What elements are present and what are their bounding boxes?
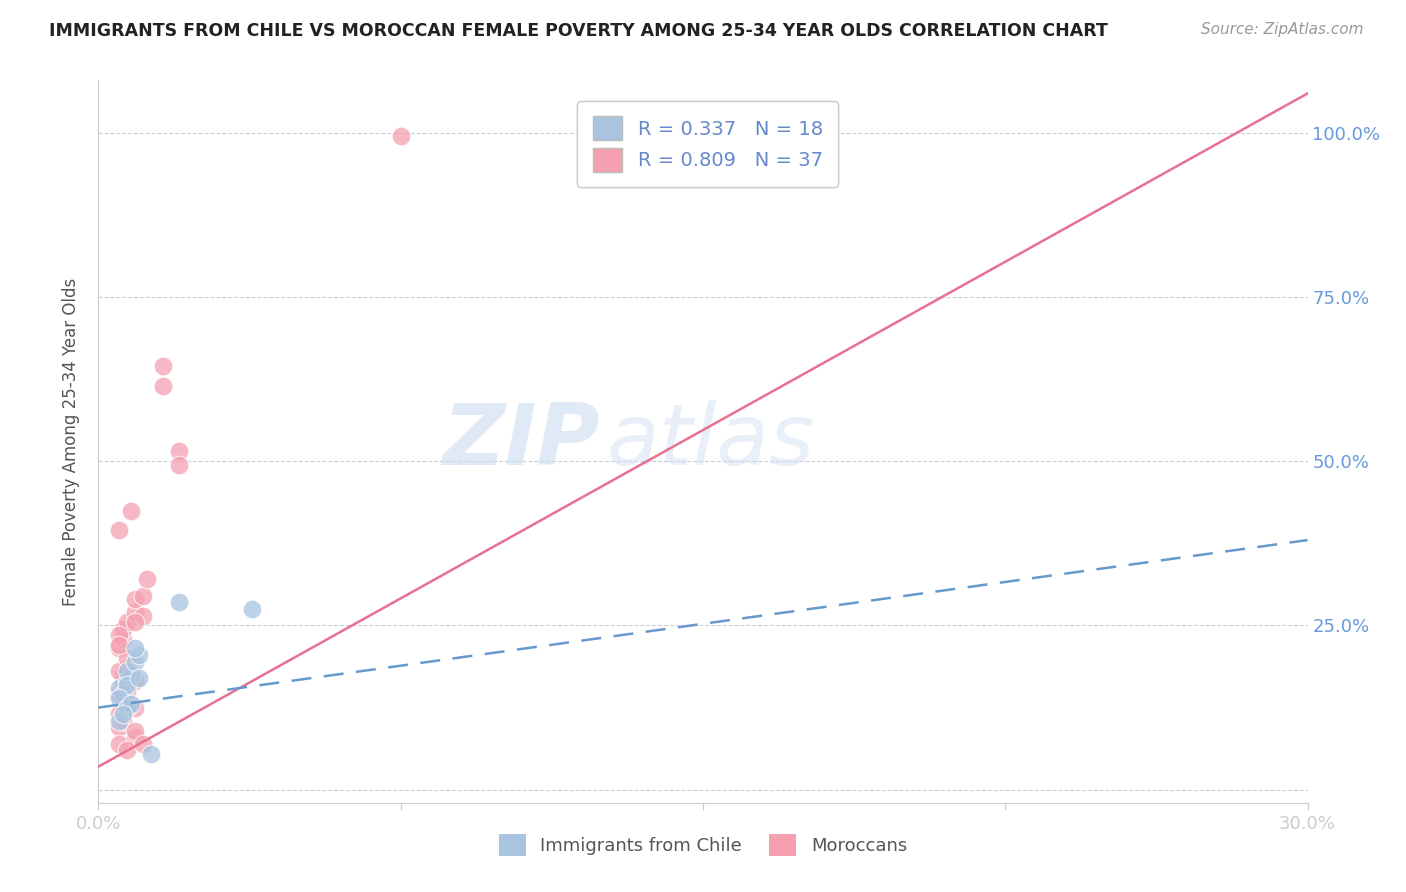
Point bbox=[115, 615, 138, 630]
Point bbox=[115, 665, 138, 679]
Point bbox=[115, 698, 138, 712]
Point bbox=[107, 638, 129, 652]
Point bbox=[135, 573, 157, 587]
Point bbox=[132, 608, 155, 623]
Point bbox=[115, 743, 138, 757]
Point bbox=[124, 730, 146, 744]
Point bbox=[124, 615, 146, 630]
Point bbox=[107, 690, 129, 705]
Point bbox=[124, 605, 146, 619]
Point bbox=[389, 129, 412, 144]
Point bbox=[115, 677, 138, 691]
Point bbox=[132, 737, 155, 751]
Point bbox=[115, 674, 138, 689]
Point bbox=[107, 523, 129, 537]
Text: IMMIGRANTS FROM CHILE VS MOROCCAN FEMALE POVERTY AMONG 25-34 YEAR OLDS CORRELATI: IMMIGRANTS FROM CHILE VS MOROCCAN FEMALE… bbox=[49, 22, 1108, 40]
Text: Source: ZipAtlas.com: Source: ZipAtlas.com bbox=[1201, 22, 1364, 37]
Point bbox=[115, 661, 138, 675]
Point bbox=[107, 707, 129, 722]
Point bbox=[111, 707, 134, 722]
Point bbox=[107, 737, 129, 751]
Point bbox=[107, 641, 129, 656]
Point bbox=[152, 359, 174, 373]
Text: ZIP: ZIP bbox=[443, 400, 600, 483]
Point bbox=[107, 687, 129, 701]
Point bbox=[124, 723, 146, 738]
Point bbox=[120, 698, 142, 712]
Point bbox=[167, 444, 190, 458]
Point bbox=[128, 648, 150, 662]
Point bbox=[124, 655, 146, 669]
Point bbox=[128, 671, 150, 685]
Y-axis label: Female Poverty Among 25-34 Year Olds: Female Poverty Among 25-34 Year Olds bbox=[62, 277, 80, 606]
Legend: R = 0.337   N = 18, R = 0.809   N = 37: R = 0.337 N = 18, R = 0.809 N = 37 bbox=[578, 101, 838, 187]
Point bbox=[120, 503, 142, 517]
Point bbox=[115, 651, 138, 665]
Point bbox=[107, 665, 129, 679]
Point bbox=[152, 378, 174, 392]
Point bbox=[111, 674, 134, 689]
Point bbox=[111, 667, 134, 681]
Point bbox=[111, 687, 134, 701]
Point bbox=[124, 700, 146, 714]
Point bbox=[124, 641, 146, 656]
Point bbox=[124, 674, 146, 689]
Point bbox=[111, 632, 134, 646]
Point bbox=[107, 714, 129, 728]
Point bbox=[167, 458, 190, 472]
Point bbox=[107, 720, 129, 734]
Point bbox=[167, 595, 190, 609]
Point bbox=[107, 628, 129, 642]
Point bbox=[111, 714, 134, 728]
Point bbox=[111, 622, 134, 636]
Point bbox=[132, 589, 155, 603]
Legend: Immigrants from Chile, Moroccans: Immigrants from Chile, Moroccans bbox=[489, 825, 917, 865]
Point bbox=[115, 700, 138, 714]
Point bbox=[124, 592, 146, 607]
Point bbox=[107, 681, 129, 695]
Point bbox=[139, 747, 162, 761]
Point bbox=[115, 684, 138, 698]
Point bbox=[120, 667, 142, 681]
Text: atlas: atlas bbox=[606, 400, 814, 483]
Point bbox=[240, 602, 263, 616]
